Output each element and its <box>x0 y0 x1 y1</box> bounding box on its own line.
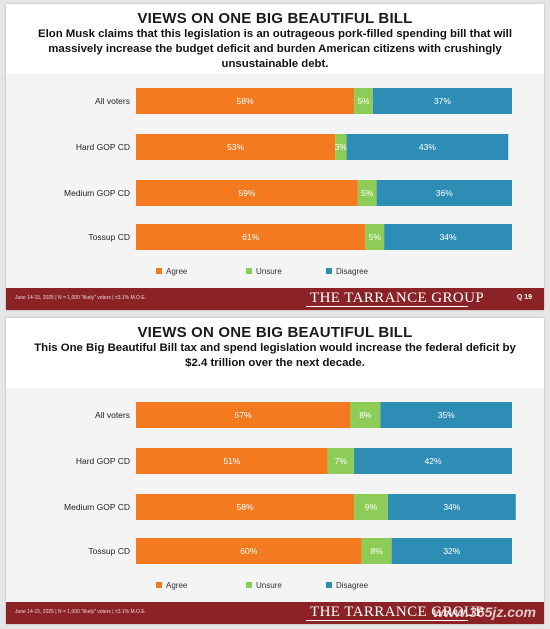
bar-segment-agree <box>136 538 362 564</box>
bar-segment-unsure <box>365 224 385 250</box>
slide-footer: June 14-15, 2025 | N = 1,000 "likely" vo… <box>6 288 544 310</box>
stacked-bar-chart: All voters 57% 8% 35% Hard GOP CD 51% 7% 42% Med… <box>6 388 544 602</box>
slide-title: VIEWS ON ONE BIG BEAUTIFUL BILL <box>137 324 413 341</box>
brand-logo: THE TARRANCE GROUP <box>310 604 485 620</box>
bar-segment-disagree <box>391 538 512 564</box>
category-label: Hard GOP CD <box>76 456 130 466</box>
category-label: All voters <box>95 410 130 420</box>
data-label-disagree: 36% <box>436 188 453 198</box>
watermark: www.365jz.com <box>433 604 536 620</box>
data-label-unsure: 7% <box>335 456 348 466</box>
slide-footer: June 14-15, 2025 | N = 1,000 "likely" vo… <box>6 602 544 624</box>
data-label-unsure: 5% <box>361 188 374 198</box>
legend-label-unsure: Unsure <box>256 267 282 276</box>
data-label-agree: 60% <box>240 546 257 556</box>
category-label: Tossup CD <box>88 232 130 242</box>
legend-label-unsure: Unsure <box>256 581 282 590</box>
bar-segment-disagree <box>380 402 512 428</box>
stacked-bar-chart: All voters 58% 5% 37% Hard GOP CD 53% 3% 43% Med… <box>6 74 544 288</box>
data-label-unsure: 5% <box>357 96 370 106</box>
category-label: Hard GOP CD <box>76 142 130 152</box>
bar-segment-unsure <box>327 448 355 474</box>
data-label-disagree: 35% <box>438 410 455 420</box>
data-label-disagree: 43% <box>419 142 436 152</box>
data-label-disagree: 37% <box>434 96 451 106</box>
bar-segment-unsure <box>361 538 392 564</box>
slide-title: VIEWS ON ONE BIG BEAUTIFUL BILL <box>137 10 413 27</box>
data-label-disagree: 32% <box>443 546 460 556</box>
bar-segment-unsure <box>354 88 373 114</box>
category-label: All voters <box>95 96 130 106</box>
legend-swatch-unsure <box>246 582 252 588</box>
slide-subtitle: This One Big Beautiful Bill tax and spen… <box>34 342 516 369</box>
legend-label-disagree: Disagree <box>336 267 369 276</box>
bar-segment-disagree <box>372 88 512 114</box>
legend-swatch-agree <box>156 582 162 588</box>
bar-segment-agree <box>136 494 355 520</box>
data-label-disagree: 42% <box>425 456 442 466</box>
legend-swatch-agree <box>156 268 162 274</box>
data-label-unsure: 3% <box>335 142 348 152</box>
data-label-agree: 53% <box>227 142 244 152</box>
poll-slide-2: VIEWS ON ONE BIG BEAUTIFUL BILL This One… <box>6 318 544 624</box>
footer-note: June 14-15, 2025 | N = 1,000 "likely" vo… <box>15 295 147 301</box>
bar-segment-agree <box>136 134 336 160</box>
brand-underline <box>306 306 468 307</box>
bar-segment-unsure <box>350 402 381 428</box>
data-label-agree: 51% <box>223 456 240 466</box>
legend-label-disagree: Disagree <box>336 581 369 590</box>
data-label-unsure: 8% <box>359 410 372 420</box>
data-label-agree: 58% <box>237 502 254 512</box>
data-label-unsure: 9% <box>365 502 378 512</box>
bar-segment-disagree <box>354 448 512 474</box>
bar-segment-disagree <box>384 224 512 250</box>
legend-label-agree: Agree <box>166 267 188 276</box>
bar-segment-disagree <box>387 494 516 520</box>
bar-segment-unsure <box>354 494 388 520</box>
category-label: Medium GOP CD <box>64 502 130 512</box>
data-label-agree: 58% <box>237 96 254 106</box>
data-label-unsure: 8% <box>370 546 383 556</box>
footer-note: June 14-15, 2025 | N = 1,000 "likely" vo… <box>15 609 147 615</box>
legend-swatch-disagree <box>326 582 332 588</box>
data-label-agree: 59% <box>238 188 255 198</box>
data-label-disagree: 34% <box>440 232 457 242</box>
slide-subtitle: Elon Musk claims that this legislation i… <box>37 28 513 70</box>
category-label: Medium GOP CD <box>64 188 130 198</box>
bar-segment-agree <box>136 448 328 474</box>
data-label-unsure: 5% <box>369 232 382 242</box>
poll-slide-1: VIEWS ON ONE BIG BEAUTIFUL BILL Elon Mus… <box>6 4 544 310</box>
legend-label-agree: Agree <box>166 581 188 590</box>
legend-swatch-unsure <box>246 268 252 274</box>
data-label-agree: 61% <box>242 232 259 242</box>
brand-logo: THE TARRANCE GROUP <box>310 290 485 306</box>
bar-segment-unsure <box>357 180 377 206</box>
bar-segment-agree <box>136 88 355 114</box>
bar-segment-agree <box>136 402 351 428</box>
data-label-agree: 57% <box>235 410 252 420</box>
category-label: Tossup CD <box>88 546 130 556</box>
brand-underline <box>306 620 468 621</box>
bar-segment-disagree <box>346 134 509 160</box>
bar-segment-agree <box>136 180 358 206</box>
bar-segment-unsure <box>335 134 347 160</box>
legend-swatch-disagree <box>326 268 332 274</box>
data-label-disagree: 34% <box>443 502 460 512</box>
question-number: Q 19 <box>516 294 532 301</box>
bar-segment-disagree <box>376 180 512 206</box>
bar-segment-agree <box>136 224 366 250</box>
